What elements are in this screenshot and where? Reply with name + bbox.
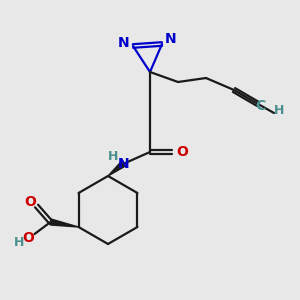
Text: O: O xyxy=(22,231,34,245)
Polygon shape xyxy=(50,219,79,227)
Text: N: N xyxy=(118,157,130,171)
Text: N: N xyxy=(165,32,177,46)
Text: N: N xyxy=(118,36,130,50)
Text: O: O xyxy=(25,195,37,209)
Text: H: H xyxy=(274,104,284,118)
Text: C: C xyxy=(255,99,265,113)
Text: H: H xyxy=(14,236,25,250)
Text: H: H xyxy=(108,151,118,164)
Text: O: O xyxy=(176,145,188,159)
Polygon shape xyxy=(108,162,125,176)
